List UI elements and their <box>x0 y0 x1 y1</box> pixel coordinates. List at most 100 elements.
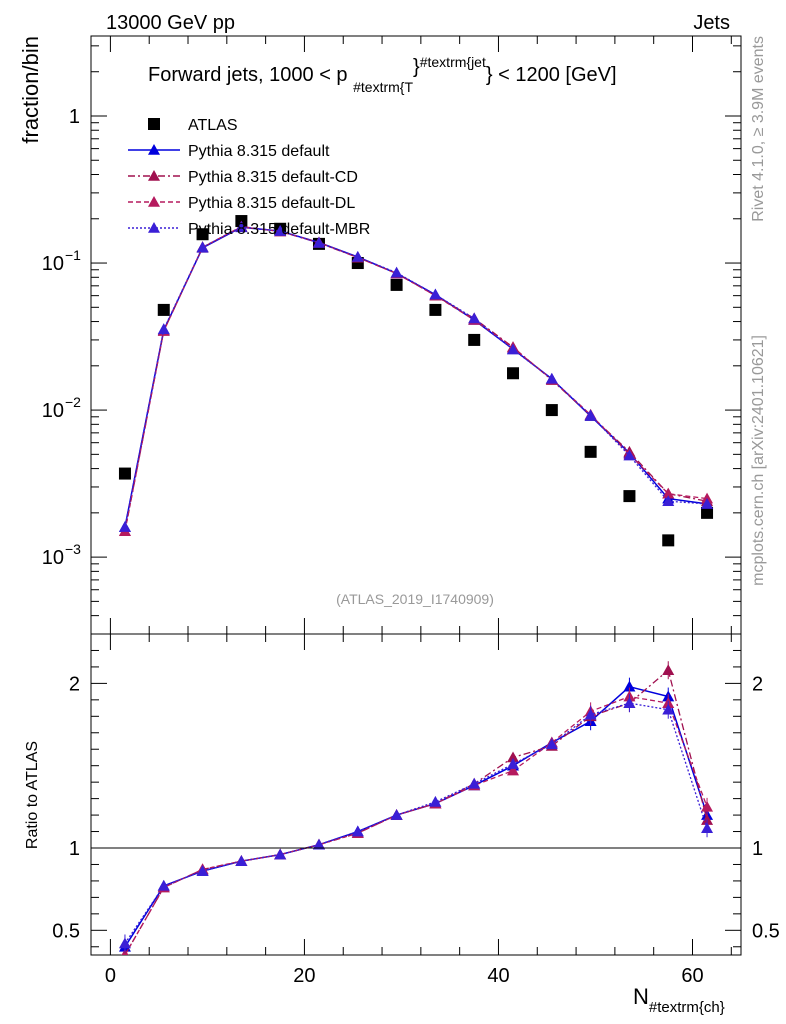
analysis-watermark: (ATLAS_2019_I1740909) <box>336 591 494 607</box>
main-ytick-exponent: −1 <box>65 247 81 263</box>
ratio-ylabel: Ratio to ATLAS <box>24 741 41 849</box>
ratio-ytick-label-right: 1 <box>752 838 763 860</box>
default_mbr-ratio-marker <box>623 697 636 708</box>
default_mbr-ratio-marker <box>701 822 714 834</box>
rivet-label: Rivet 4.1.0, ≥ 3.9M events <box>750 36 767 222</box>
main-ytick-label: 10 <box>42 400 64 422</box>
main-ytick-exponent: −2 <box>65 394 81 410</box>
title-close-sub: } <box>413 56 420 78</box>
default_mbr-marker <box>351 250 364 262</box>
ratio-ytick-label-left: 2 <box>69 673 80 695</box>
default_dl-ratio-marker <box>507 764 520 776</box>
default_mbr-ratio-marker <box>118 937 131 949</box>
atlas-data-point <box>196 228 209 241</box>
legend-atlas-marker <box>148 118 160 130</box>
atlas-data-point <box>623 490 636 503</box>
atlas-data-point <box>662 534 675 547</box>
default_mbr-marker <box>662 495 675 507</box>
x-axis-label-subscript: #textrm{ch} <box>648 999 725 1016</box>
default_mbr-marker <box>390 266 403 278</box>
atlas-data-point <box>468 333 481 346</box>
ratio-ytick-label-right: 2 <box>752 673 763 695</box>
main-axes: 110−110−210−3 <box>42 36 741 635</box>
process-label: Jets <box>693 12 730 34</box>
default_mbr-marker <box>468 312 481 324</box>
default_mbr-marker <box>429 288 442 300</box>
default_mbr-marker <box>235 220 248 232</box>
main-ytick-label: 10 <box>42 547 64 569</box>
default_mbr-marker <box>507 343 520 355</box>
atlas-data-point <box>429 303 442 316</box>
ratio-panel-frame <box>90 633 742 956</box>
default_dl-line <box>124 225 708 532</box>
legend-default_cd-marker <box>148 170 160 181</box>
default_mbr-marker <box>545 372 558 384</box>
main-ytick-exponent: −3 <box>65 541 81 557</box>
default_mbr-marker <box>196 241 209 253</box>
legend-default_mbr-label: Pythia 8.315 default-MBR <box>188 221 370 238</box>
default_dl-ratio-marker <box>701 800 714 812</box>
atlas-data-point <box>390 278 403 291</box>
default_cd-ratio-line <box>124 669 708 955</box>
default_mbr-marker <box>118 521 131 532</box>
default_mbr-marker <box>701 497 714 509</box>
default_mbr-marker <box>157 323 170 334</box>
default_mbr-marker <box>584 409 597 421</box>
default_mbr-ratio-marker <box>312 838 325 850</box>
ratio-axes: 0.5 0.51 12 20 20 40 60 <box>52 634 780 987</box>
default-ratio-marker <box>623 680 636 692</box>
title-superscript: #textrm{jet <box>419 54 486 70</box>
legend-default_mbr-marker <box>148 222 160 233</box>
atlas-data-point <box>545 404 558 417</box>
legend-default_dl-marker <box>148 196 160 207</box>
ratio-series <box>118 661 714 955</box>
mcplots-label: mcplots.cern.ch [arXiv:2401.10621] <box>750 335 767 586</box>
legend-atlas-label: ATLAS <box>188 117 238 134</box>
default_mbr-ratio-marker <box>351 825 364 837</box>
title-prefix: Forward jets, 1000 < p <box>148 64 348 86</box>
x-axis-label: N#textrm{ch} <box>633 984 725 1016</box>
atlas-data-point <box>157 303 170 316</box>
default_mbr-marker <box>623 449 636 461</box>
ratio-xtick-label: 40 <box>487 965 509 987</box>
energy-label: 13000 GeV pp <box>106 12 235 34</box>
ratio-xtick-label: 20 <box>293 965 315 987</box>
main-ylabel: fraction/bin <box>18 36 43 144</box>
default_cd-ratio-marker <box>507 751 520 763</box>
ratio-xtick-label: 60 <box>681 965 703 987</box>
main-ytick-label: 10 <box>42 253 64 275</box>
default_mbr-ratio-marker <box>429 795 442 807</box>
default_cd-line <box>124 226 708 532</box>
x-axis-label-main: N <box>633 984 649 1009</box>
title-subscript: #textrm{T <box>353 79 414 95</box>
default_mbr-ratio-marker <box>545 738 558 750</box>
default_mbr-ratio-marker <box>584 708 597 720</box>
main-series <box>118 215 714 547</box>
ratio-xtick-label: 0 <box>105 965 116 987</box>
default-ratio-line <box>124 685 708 948</box>
legend: ATLAS Pythia 8.315 default Pythia 8.315 de… <box>128 117 370 238</box>
atlas-data-point <box>507 367 520 380</box>
chart-title: Forward jets, 1000 < p #textrm{T}#textrm… <box>148 54 617 95</box>
legend-default_cd-label: Pythia 8.315 default-CD <box>188 169 358 186</box>
legend-default_dl-label: Pythia 8.315 default-DL <box>188 195 355 212</box>
default_cd-ratio-marker <box>662 664 675 676</box>
default_mbr-ratio-line <box>124 702 708 944</box>
ratio-ytick-label-left: 1 <box>69 838 80 860</box>
default_mbr-line <box>124 226 708 528</box>
default_mbr-ratio-marker <box>390 809 403 820</box>
default_mbr-ratio-marker <box>468 777 481 789</box>
default_mbr-marker <box>274 225 287 236</box>
default_mbr-ratio-marker <box>196 865 209 876</box>
atlas-data-point <box>584 445 597 458</box>
title-suffix: } < 1200 [GeV] <box>485 64 617 86</box>
legend-default-marker <box>148 144 160 155</box>
default_mbr-ratio-marker <box>662 703 675 715</box>
default_mbr-ratio-marker <box>235 855 248 866</box>
default_dl-ratio-line <box>124 695 708 955</box>
default_mbr-ratio-marker <box>274 848 287 860</box>
default_mbr-ratio-marker <box>507 758 520 769</box>
atlas-data-point <box>701 506 714 519</box>
default_dl-marker <box>662 487 675 499</box>
